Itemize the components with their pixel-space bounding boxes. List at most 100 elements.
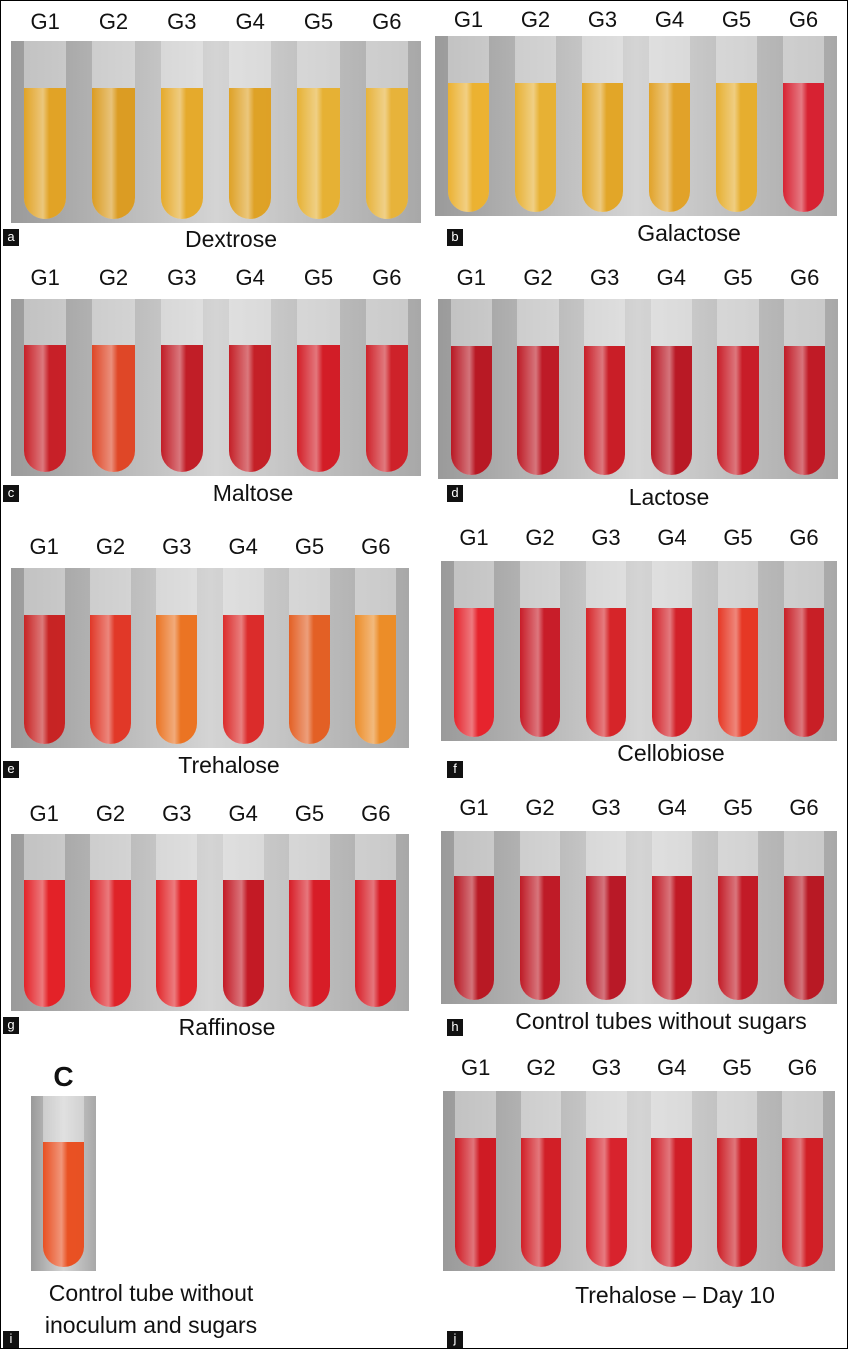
panel-letter: f [447,761,463,778]
tube-liquid [297,88,340,219]
tube-liquid [783,607,825,737]
tube-label: G5 [294,534,325,559]
tube-label: G2 [520,7,551,32]
tube-liquid [92,88,135,219]
tube-liquid [519,875,561,1000]
tube-label: G2 [525,795,555,820]
tube-label: G3 [591,1055,622,1080]
tube-label: G6 [789,525,819,550]
tube-label: G1 [453,7,484,32]
tube-liquid [717,875,759,1000]
tube-liquid [156,880,198,1007]
tube-label: G4 [656,265,687,290]
tube-liquid [156,614,198,744]
tube-label: G3 [162,801,192,826]
tube-liquid [89,880,132,1007]
tube-label: G2 [98,9,129,34]
tube-liquid [23,345,67,472]
photo [11,834,409,1011]
tube-liquid [450,345,492,475]
photo [11,299,421,476]
tube-liquid [160,345,203,472]
tube-label: G1 [30,9,60,34]
tube-liquid [222,614,264,744]
tube-liquid [288,614,331,744]
caption: Maltose [212,480,294,506]
tube-liquid [520,1137,562,1267]
tube-liquid [92,345,135,472]
tube-label: G3 [162,534,192,559]
photo [11,41,421,223]
caption: Trehalose [178,752,280,778]
tube-liquid [651,607,693,737]
tube-label: G1 [459,795,489,820]
tube-label: G3 [591,525,621,550]
tube-liquid [222,880,264,1007]
tube-liquid [453,875,495,1000]
tube-liquid [585,875,627,1000]
tube-label: G4 [657,795,687,820]
photo [441,561,837,741]
tube-label: G1 [456,265,487,290]
caption: Raffinose [178,1014,276,1040]
tube-label: G4 [235,265,265,290]
tube-label: G1 [29,801,59,826]
tube-label: G1 [459,525,489,550]
tube-label: G3 [591,795,621,820]
tube-label: G1 [460,1055,491,1080]
tube-label: G6 [372,9,402,34]
tube-liquid [514,82,557,212]
panel-letter: d [447,485,463,502]
tube-label: G1 [29,534,59,559]
tube-liquid [782,1137,823,1267]
tube-liquid [783,875,825,1000]
photo [438,299,838,479]
tube-label: G5 [294,801,325,826]
panel-letter: g [3,1017,19,1034]
tube-liquid [651,875,693,1000]
tube-label: G6 [789,795,819,820]
caption: Cellobiose [617,740,725,766]
caption: Lactose [628,484,710,510]
tube-liquid [365,345,408,472]
tube-liquid [648,82,691,212]
panel-letter: a [3,229,19,246]
tube-label: G3 [167,265,197,290]
panel-letter: i [3,1331,19,1348]
tube-liquid [585,607,627,737]
panel-letter: e [3,761,19,778]
caption: Control tubes without sugars [515,1008,807,1034]
tube-label: G5 [723,525,753,550]
tube-label: G1 [30,265,60,290]
tube-liquid [23,614,65,744]
tube-liquid [228,345,272,472]
tube-liquid [581,82,624,212]
tube-label: G5 [721,7,752,32]
tube-label: G2 [525,525,555,550]
tube-liquid [717,345,759,475]
tube-liquid [355,880,397,1007]
tube-liquid [89,614,132,744]
tube-label: G2 [95,801,126,826]
tube-liquid [365,88,408,219]
tube-liquid [297,345,340,472]
tube-liquid [784,345,826,475]
tube-label: G6 [361,801,391,826]
tube-label: G2 [95,534,126,559]
tube-liquid [584,345,626,475]
tube-label: G5 [723,265,753,290]
caption: Trehalose – Day 10 [575,1282,775,1308]
tube-label: G4 [656,1055,687,1080]
tube-label: G6 [789,265,820,290]
tube-label: G6 [372,265,402,290]
tube-liquid [160,88,203,219]
panel-letter: j [447,1331,463,1348]
tube-label: G2 [526,1055,556,1080]
photo [11,568,409,748]
tube-liquid [519,607,561,737]
tube-liquid [447,82,490,212]
tube-liquid [453,607,495,737]
caption: Dextrose [184,226,278,252]
tube-label: G4 [228,534,258,559]
